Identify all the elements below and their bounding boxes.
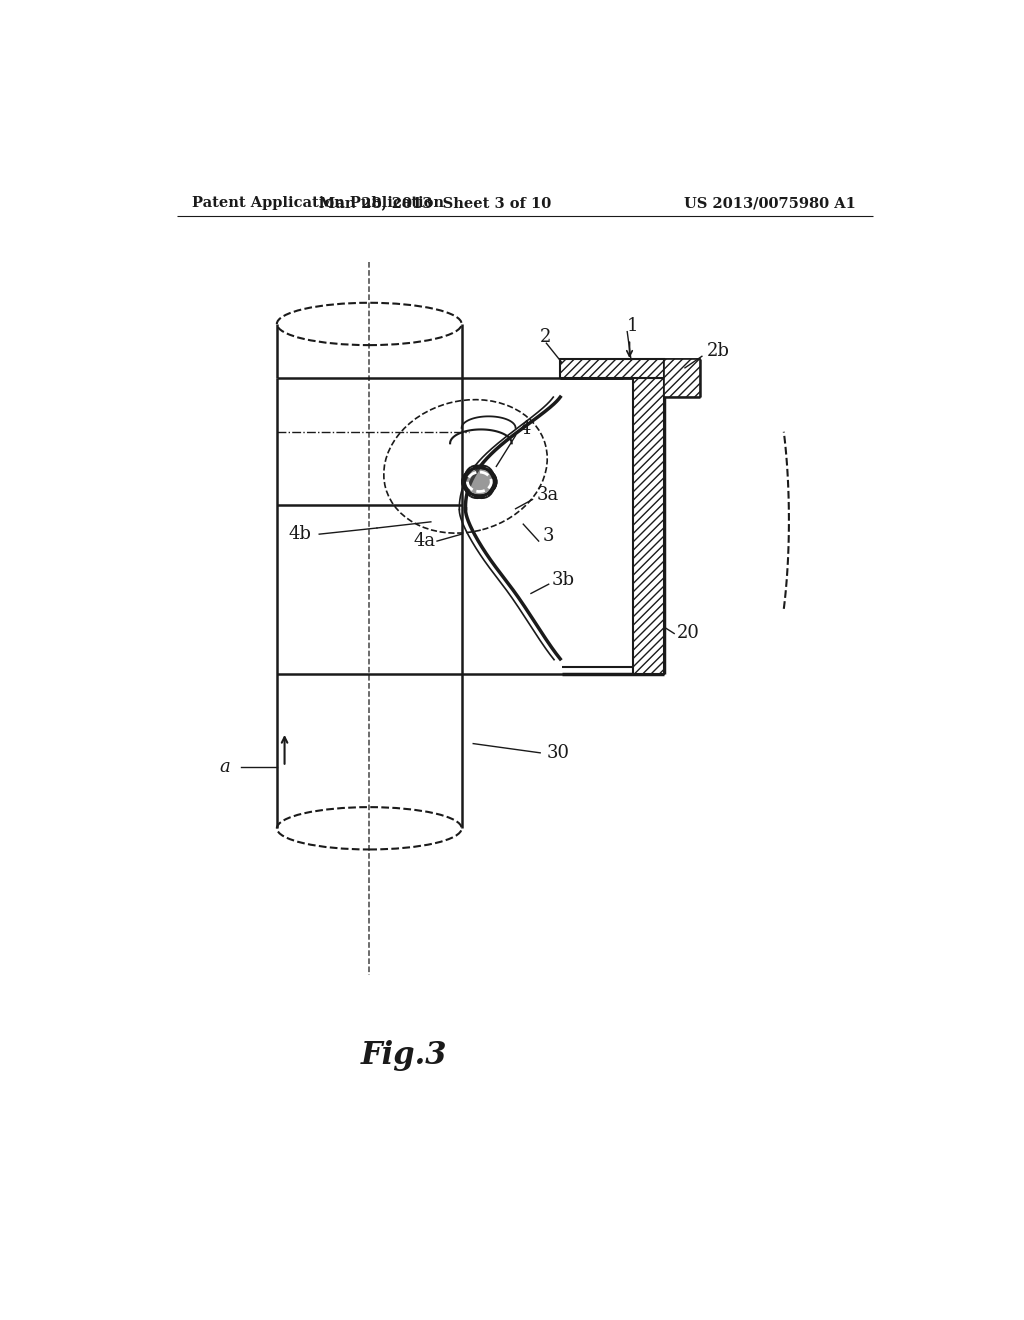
Polygon shape <box>665 359 700 397</box>
Text: 30: 30 <box>547 744 569 762</box>
Text: a: a <box>219 758 229 776</box>
Text: US 2013/0075980 A1: US 2013/0075980 A1 <box>684 197 856 210</box>
Text: Fig.3: Fig.3 <box>360 1040 447 1071</box>
Text: 2: 2 <box>541 329 552 346</box>
Text: 3a: 3a <box>537 486 559 504</box>
Text: Mar. 28, 2013  Sheet 3 of 10: Mar. 28, 2013 Sheet 3 of 10 <box>318 197 551 210</box>
Text: 1: 1 <box>628 317 639 335</box>
Text: 2b: 2b <box>707 342 729 360</box>
Text: 4: 4 <box>519 421 530 438</box>
Text: 4b: 4b <box>289 525 311 543</box>
Text: 4a: 4a <box>414 532 436 550</box>
Text: Patent Application Publication: Patent Application Publication <box>193 197 444 210</box>
Polygon shape <box>560 359 665 378</box>
Polygon shape <box>633 378 665 675</box>
Ellipse shape <box>463 469 497 496</box>
Text: 3b: 3b <box>552 570 574 589</box>
Text: 20: 20 <box>677 624 700 643</box>
Text: 3: 3 <box>543 527 554 545</box>
